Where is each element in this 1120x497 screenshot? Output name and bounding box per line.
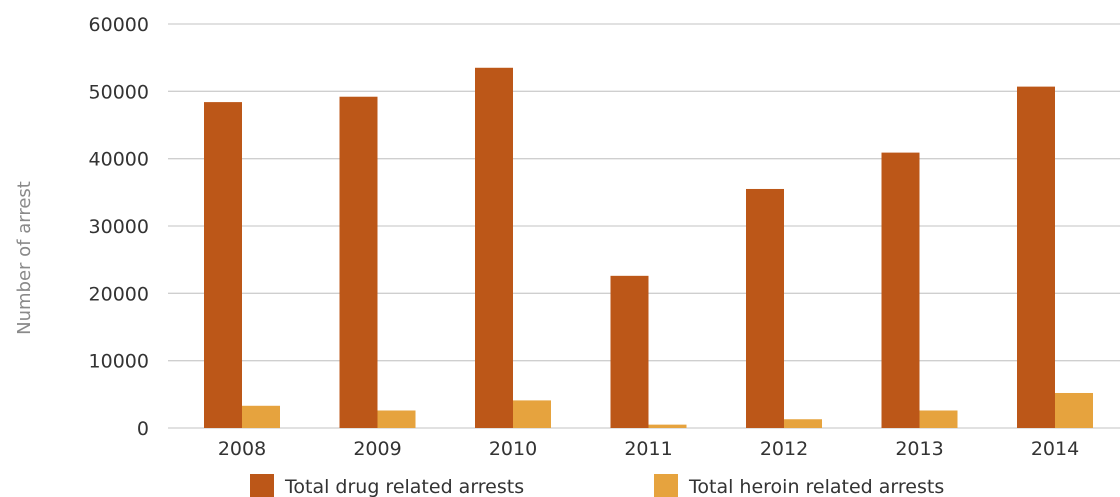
y-tick-label: 10000 bbox=[89, 351, 149, 373]
y-tick-label: 60000 bbox=[89, 14, 149, 36]
bar-total-drug-2011 bbox=[610, 275, 649, 428]
x-tick-label: 2009 bbox=[353, 438, 401, 460]
bar-total-drug-2010 bbox=[475, 67, 513, 429]
x-tick-label: 2014 bbox=[1031, 438, 1079, 460]
bars bbox=[204, 67, 1093, 429]
bar-total-heroin-2008 bbox=[242, 405, 280, 428]
bar-total-heroin-2013 bbox=[919, 410, 958, 428]
bar-total-drug-2008 bbox=[204, 102, 242, 429]
legend-label-total-heroin: Total heroin related arrests bbox=[688, 476, 944, 497]
y-tick-label: 20000 bbox=[89, 283, 149, 305]
legend: Total drug related arrests Total heroin … bbox=[250, 474, 944, 497]
y-tick-label: 40000 bbox=[89, 149, 149, 171]
bar-total-heroin-2011 bbox=[648, 424, 687, 428]
y-tick-label: 30000 bbox=[89, 216, 149, 238]
bar-total-drug-2014 bbox=[1017, 86, 1055, 429]
x-tick-label: 2011 bbox=[624, 438, 672, 460]
y-axis-tick-labels: 0 10000 20000 30000 40000 50000 60000 bbox=[89, 14, 149, 440]
legend-swatch-total-heroin bbox=[654, 474, 678, 497]
y-tick-label: 0 bbox=[137, 418, 149, 440]
legend-swatch-total-drug bbox=[250, 474, 274, 497]
bar-total-heroin-2010 bbox=[513, 400, 551, 428]
x-tick-label: 2012 bbox=[760, 438, 808, 460]
bar-total-drug-2012 bbox=[746, 188, 784, 428]
legend-label-total-drug: Total drug related arrests bbox=[284, 476, 524, 497]
bar-total-heroin-2012 bbox=[784, 419, 822, 428]
y-tick-label: 50000 bbox=[89, 81, 149, 103]
x-tick-label: 2008 bbox=[218, 438, 266, 460]
bar-total-drug-2009 bbox=[339, 96, 378, 428]
y-axis-title: Number of arrest bbox=[14, 181, 35, 335]
x-tick-label: 2010 bbox=[489, 438, 537, 460]
bar-total-heroin-2014 bbox=[1055, 392, 1093, 428]
x-tick-label: 2013 bbox=[895, 438, 943, 460]
bar-total-drug-2013 bbox=[881, 152, 920, 428]
x-axis-tick-labels: 2008 2009 2010 2011 2012 2013 2014 bbox=[218, 438, 1079, 460]
bar-total-heroin-2009 bbox=[377, 410, 416, 428]
